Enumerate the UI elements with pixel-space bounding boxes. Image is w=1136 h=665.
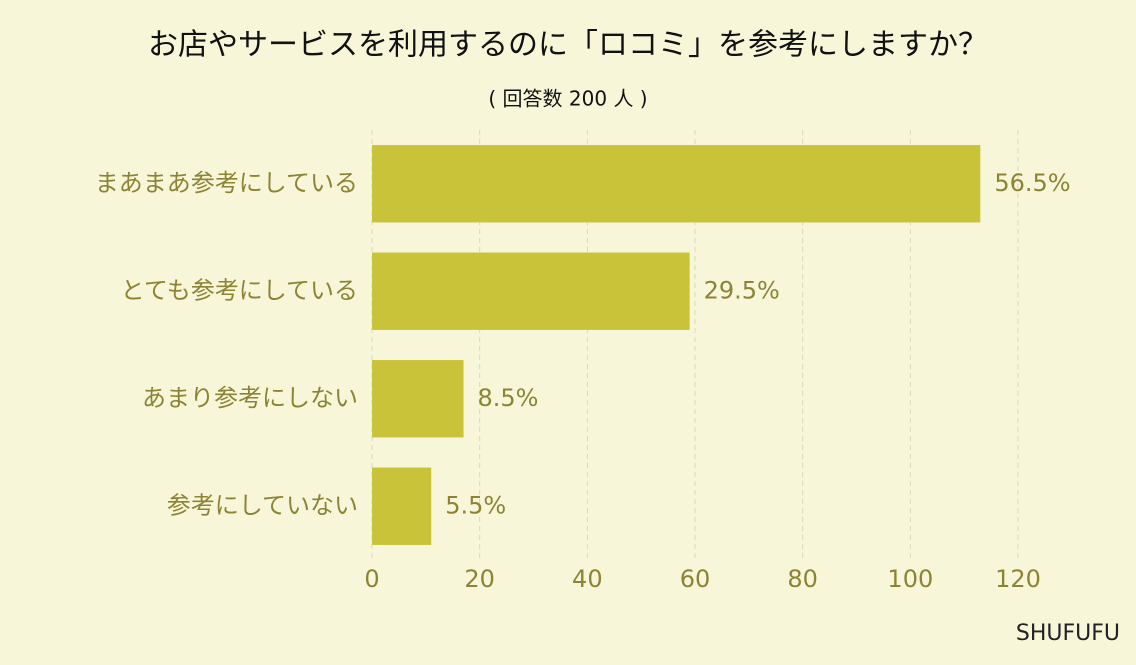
bar xyxy=(372,252,690,330)
x-tick-label: 100 xyxy=(887,565,933,593)
bar xyxy=(372,467,432,545)
value-label: 56.5% xyxy=(994,169,1070,197)
source: SHUFUFU xyxy=(1016,621,1120,646)
value-label: 5.5% xyxy=(445,491,506,519)
chart-subtitle: ( 回答数 200 人 ) xyxy=(488,87,647,111)
x-tick-label: 40 xyxy=(572,565,603,593)
x-tick-label: 0 xyxy=(364,565,379,593)
y-tick-label: 参考にしていない xyxy=(167,491,358,519)
y-tick-label: あまり参考にしない xyxy=(142,384,358,412)
x-tick-label: 80 xyxy=(787,565,818,593)
bar xyxy=(372,145,981,223)
x-tick-label: 120 xyxy=(995,565,1041,593)
y-tick-label: とても参考にしている xyxy=(121,276,358,304)
chart-title: お店やサービスを利用するのに「ロコミ」を参考にしますか？ xyxy=(148,28,988,63)
y-tick-label: まあまあ参考にしている xyxy=(95,169,358,197)
value-label: 8.5% xyxy=(478,384,539,412)
x-tick-label: 20 xyxy=(464,565,495,593)
x-tick-label: 60 xyxy=(680,565,711,593)
value-label: 29.5% xyxy=(704,276,780,304)
bar xyxy=(372,360,464,438)
